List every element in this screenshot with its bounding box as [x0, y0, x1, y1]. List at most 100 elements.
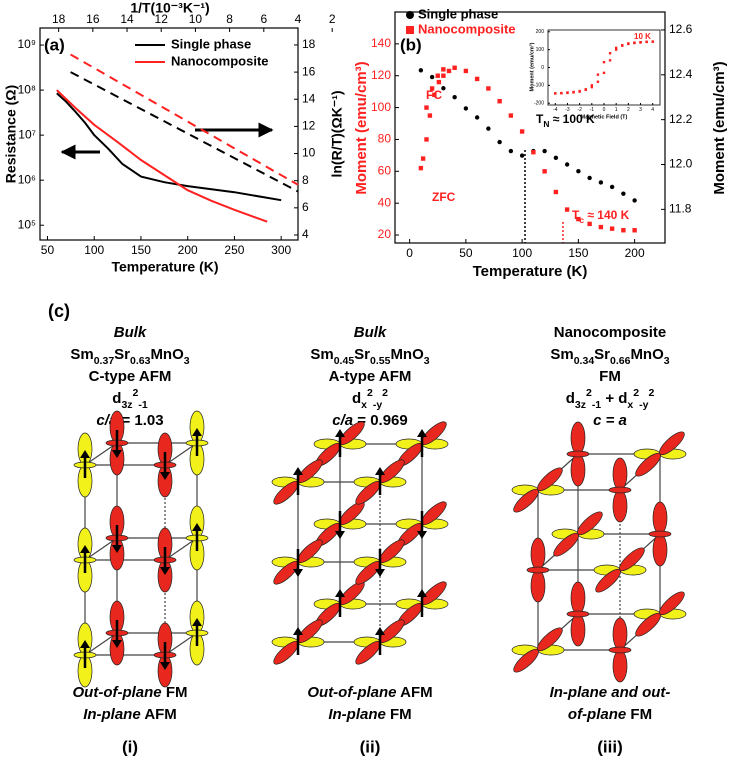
orbital-lobe [570, 613, 586, 647]
text-part: 0.55 [370, 355, 391, 367]
spin-arrow-head [293, 569, 303, 577]
structure-label: dx2-y2 [352, 387, 388, 411]
y-tick-label: 120 [371, 68, 391, 82]
orbital-lobe [537, 467, 563, 492]
x2-tick-label: 14 [120, 12, 134, 26]
structure-label: d3z2-1 [112, 387, 148, 411]
orbital-lobe [659, 591, 685, 616]
structure-label: Bulk [114, 324, 147, 341]
x-tick-label: 0 [603, 107, 606, 113]
text-part: T [536, 112, 544, 126]
x2-tick-label: 16 [86, 12, 100, 26]
data-point [508, 113, 514, 118]
data-point [463, 68, 469, 74]
data-point [429, 86, 435, 91]
structure-caption: Out-of-plane AFM [307, 684, 432, 701]
structure-numeral: (iii) [597, 737, 623, 756]
y2-label: Moment (emu/cm³) [711, 61, 728, 194]
panel-label: (a) [44, 35, 65, 54]
data-point [486, 86, 491, 91]
text-part: 2 [133, 387, 139, 399]
y-tick-label: 100 [536, 47, 545, 53]
series-line [70, 53, 299, 186]
data-point [486, 126, 491, 131]
x2-tick-label: 6 [260, 12, 267, 26]
data-point [553, 155, 559, 160]
data-point [614, 48, 618, 51]
text-part: Sm [310, 346, 333, 363]
text-part: Sr [114, 346, 130, 363]
text-part: Nanocomposite [554, 324, 667, 341]
data-point [497, 99, 502, 104]
y2-tick-label: 18 [302, 37, 316, 51]
text-part: 2 [367, 387, 373, 399]
spin-arrow-head [417, 531, 427, 539]
text-part: c = a [593, 412, 627, 429]
x-tick-label: 300 [271, 243, 291, 257]
spin-arrow-head [335, 429, 345, 437]
data-point [621, 43, 624, 47]
y-tick-label: 40 [378, 195, 392, 209]
y-tick-label: -200 [534, 101, 544, 107]
x-tick-label: 0 [406, 246, 413, 260]
structure-label: Nanocomposite [554, 324, 667, 341]
x-tick-label: 150 [568, 246, 588, 260]
spin-arrow-head [375, 467, 385, 475]
x-label: Temperature (K) [473, 263, 588, 280]
text-part: + d [601, 390, 627, 407]
text-part: Sr [594, 346, 610, 363]
data-point [564, 162, 570, 167]
plot-frame [394, 11, 666, 244]
structure-label: FM [599, 368, 621, 385]
text-part: 3 [424, 355, 430, 367]
text-part: A-type AFM [329, 368, 412, 385]
legend-swatch [406, 11, 414, 19]
text-part: x [361, 399, 367, 411]
legend-label: Nanocomposite [418, 21, 516, 36]
lattice-bond [84, 537, 118, 561]
text-part: In-plane and out- [550, 684, 671, 701]
text-part: 2 [633, 387, 639, 399]
y2-tick-label: 6 [302, 200, 309, 214]
legend-label: Nanocomposite [171, 53, 269, 68]
data-point [418, 165, 424, 171]
text-part: In-plane [328, 706, 386, 723]
x-tick-label: -3 [565, 107, 570, 113]
structure-caption: of-plane FM [568, 706, 652, 723]
structure-label: Sm0.37Sr0.63MnO3 [70, 346, 189, 367]
data-point [602, 71, 606, 75]
text-part: Bulk [354, 324, 387, 341]
spin-arrow-head [293, 467, 303, 475]
data-point [519, 129, 525, 134]
text-part: N [543, 119, 549, 129]
text-part: d [112, 390, 121, 407]
orbital-lobe [526, 566, 550, 574]
data-point [598, 180, 604, 185]
data-point [621, 191, 626, 196]
orbital-lobe [570, 453, 586, 487]
y2-label: ln(R/T)(ΩK⁻¹) [329, 90, 345, 177]
spin-arrow-head [80, 545, 90, 553]
x-tick-label: -4 [553, 107, 558, 113]
text-part: Bulk [114, 324, 147, 341]
text-part: 10 K [634, 32, 651, 41]
text-part: AFM [141, 706, 177, 723]
y-tick-label: 10⁹ [18, 37, 37, 51]
legend-swatch [406, 26, 414, 34]
structure-label: c = a [593, 412, 627, 429]
text-part: -1 [138, 399, 147, 411]
annotation: 10 K [634, 32, 651, 41]
x-tick-label: 100 [512, 246, 532, 260]
data-point [576, 216, 581, 222]
data-point [609, 226, 615, 231]
data-point [614, 46, 618, 50]
data-point [508, 148, 514, 154]
data-point [446, 68, 452, 74]
orbital-lobe [619, 547, 645, 572]
structure-caption: In-plane AFM [83, 706, 177, 723]
data-point [621, 228, 626, 233]
data-point [609, 184, 615, 190]
data-point [632, 228, 637, 233]
data-point [645, 40, 648, 43]
spin-arrow-head [417, 429, 427, 437]
